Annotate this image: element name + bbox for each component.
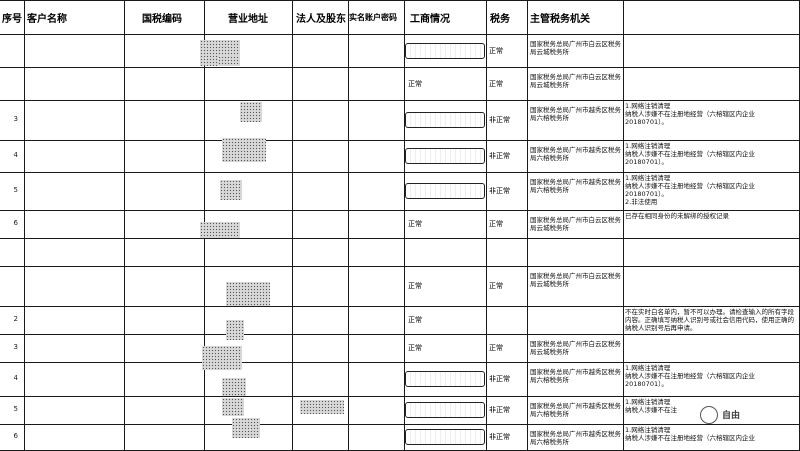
redacted-block [222,378,246,396]
row-business-status-box [405,429,485,445]
row-divider [0,424,800,425]
row-tax-authority: 国家税务总局广州市越秀区税务局六榕税务所 [530,106,621,122]
redacted-block [200,222,240,238]
row-divider [0,0,800,1]
row-tax-status: 非正常 [489,406,510,414]
watermark-logo-icon [700,406,718,424]
row-note: 1.网络注销清理 纳税人涉嫌不在注册地经营（六榕辖区内企业20180701）。 [625,364,755,388]
row-tax-status: 非正常 [489,375,510,383]
row-business-status: 正常 [408,282,422,290]
row-divider [0,306,800,307]
row-seq: 3 [13,343,18,351]
row-seq: 6 [13,219,18,227]
redacted-block [220,180,242,200]
header-business-status[interactable]: 工商情况 [410,13,450,25]
row-seq: 5 [13,405,18,413]
header-address[interactable]: 营业地址 [228,13,268,25]
column-divider [348,0,349,450]
column-divider [404,0,405,450]
redacted-block [226,320,244,340]
row-tax-authority: 国家税务总局广州市越秀区税务局六榕税务所 [530,402,621,418]
header-account-password[interactable]: 实名账户密码 [349,12,397,22]
row-seq: 3 [13,115,18,123]
redacted-block [222,138,266,162]
row-divider [0,140,800,141]
header-tax-id[interactable]: 国税编码 [142,13,182,25]
row-tax-authority: 国家税务总局广州市白云区税务局云城税务所 [530,73,621,89]
redacted-block [226,282,270,306]
row-tax-authority: 国家税务总局广州市越秀区税务局六榕税务所 [530,178,621,194]
redacted-block [232,418,260,438]
row-note: 1.网络注销清理 纳税人涉嫌不在注册地经营（六榕辖区内企业20180701）。 [625,102,755,126]
row-tax-authority: 国家税务总局广州市白云区税务局云城税务所 [530,216,621,232]
row-tax-authority: 国家税务总局广州市越秀区税务局六榕税务所 [530,430,621,446]
row-divider [0,334,800,335]
row-note: 1.网络注销清理 纳税人涉嫌不在注册地经营（六榕辖区内企业 [625,426,755,442]
row-business-status: 正常 [408,316,422,324]
row-divider [0,266,800,267]
row-note: 1.网络注销清理 纳税人涉嫌不在注 [625,398,677,414]
row-business-status-box [405,112,485,128]
row-seq: 6 [13,432,18,440]
header-legal-person[interactable]: 法人及股东 [296,13,346,25]
row-divider [0,67,800,68]
row-tax-status: 正常 [489,46,503,55]
row-tax-status: 正常 [489,79,503,88]
row-business-status: 正常 [408,344,422,352]
row-tax-authority: 国家税务总局广州市越秀区税务局六榕税务所 [530,368,621,384]
row-divider [0,396,800,397]
row-business-status-box [405,402,485,418]
row-tax-authority: 国家税务总局广州市白云区税务局云城税务所 [530,340,621,356]
row-tax-status: 正常 [489,282,503,290]
redacted-block [202,346,242,370]
column-divider [486,0,487,450]
row-note: 已存在相同身份的未解绑的授权记录 [625,212,729,220]
row-note: 1.网络注销清理 纳税人涉嫌不在注册地经营（六榕辖区内企业20180701）。 … [625,174,755,206]
row-tax-authority: 国家税务总局广州市越秀区税务局六榕税务所 [530,146,621,162]
row-seq: 5 [13,186,18,194]
column-divider [292,0,293,450]
row-tax-status: 非正常 [489,116,510,124]
row-business-status-box [405,371,485,387]
row-tax-status: 非正常 [489,433,510,441]
row-seq: 4 [13,151,18,159]
row-tax-status: 正常 [489,220,503,228]
row-seq: 2 [13,315,18,323]
header-customer-name[interactable]: 客户名称 [27,13,67,25]
row-seq: 4 [13,374,18,382]
redacted-block [218,56,240,66]
row-divider [0,172,800,173]
column-divider [24,0,25,450]
row-tax-status: 正常 [489,344,503,352]
row-business-status: 正常 [408,79,422,88]
column-divider [623,0,624,450]
watermark: 自由 [700,404,792,426]
row-tax-status: 非正常 [489,187,510,195]
row-business-status: 正常 [408,220,422,228]
row-tax-authority: 国家税务总局广州市白云区税务局云城税务所 [530,40,621,56]
header-tax-authority[interactable]: 主管税务机关 [530,13,590,25]
watermark-text: 自由 [722,411,741,421]
row-divider [0,34,800,35]
row-divider [0,362,800,363]
row-note: 不在实时白名单内，暂不可以办理。请检查输入的所有字段内容。正确填写纳税人识别号或… [625,308,794,332]
row-business-status-box [405,148,485,164]
column-divider [124,0,125,450]
column-divider [527,0,528,450]
header-seq[interactable]: 序号 [2,13,22,25]
redacted-block [240,102,262,122]
redacted-block [300,400,344,414]
row-divider [0,100,800,101]
row-divider [0,238,800,239]
row-business-status-box [405,42,485,59]
row-business-status-box [405,183,485,199]
row-tax-status: 非正常 [489,152,510,160]
row-tax-authority: 国家税务总局广州市白云区税务局云城税务所 [530,272,621,288]
row-note: 1.网络注销清理 纳税人涉嫌不在注册地经营（六榕辖区内企业20180701）。 [625,142,755,166]
row-divider [0,210,800,211]
header-tax-status[interactable]: 税务 [490,13,510,25]
redacted-block [222,398,244,416]
